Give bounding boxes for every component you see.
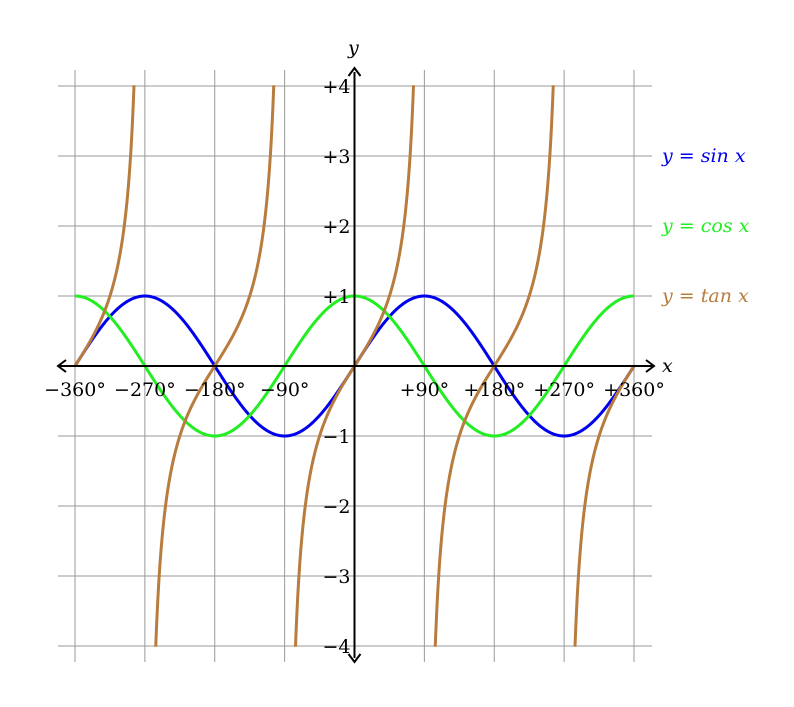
legend-sin: y = sin x bbox=[661, 145, 746, 167]
y-tick-label: −2 bbox=[322, 496, 350, 518]
y-tick-label: +3 bbox=[322, 146, 350, 168]
y-axis-arrows bbox=[347, 66, 362, 664]
x-tick-label: −360° bbox=[44, 379, 106, 401]
legend-cos: y = cos x bbox=[661, 215, 750, 237]
x-tick-label: +90° bbox=[400, 379, 450, 401]
x-tick-label: +180° bbox=[463, 379, 525, 401]
tick-labels: y = sin x y = cos x y = tan x −360° −270° −18… bbox=[44, 76, 749, 658]
y-tick-label: −4 bbox=[322, 636, 350, 658]
x-tick-label: −180° bbox=[184, 379, 246, 401]
y-tick-label: +2 bbox=[322, 216, 350, 238]
legend-tan: y = tan x bbox=[661, 285, 749, 307]
x-tick-label: −90° bbox=[260, 379, 310, 401]
x-axis-label: x bbox=[662, 355, 673, 377]
x-tick-label: −270° bbox=[114, 379, 176, 401]
y-tick-label: −3 bbox=[322, 566, 350, 588]
axes bbox=[56, 66, 656, 664]
y-axis-label: y bbox=[347, 37, 359, 59]
y-tick-label: −1 bbox=[322, 426, 350, 448]
x-axis-arrows bbox=[56, 359, 656, 373]
y-tick-label: +1 bbox=[322, 286, 350, 308]
x-tick-label: +270° bbox=[533, 379, 595, 401]
y-tick-label: +4 bbox=[322, 76, 350, 98]
x-tick-label: +360° bbox=[603, 379, 665, 401]
